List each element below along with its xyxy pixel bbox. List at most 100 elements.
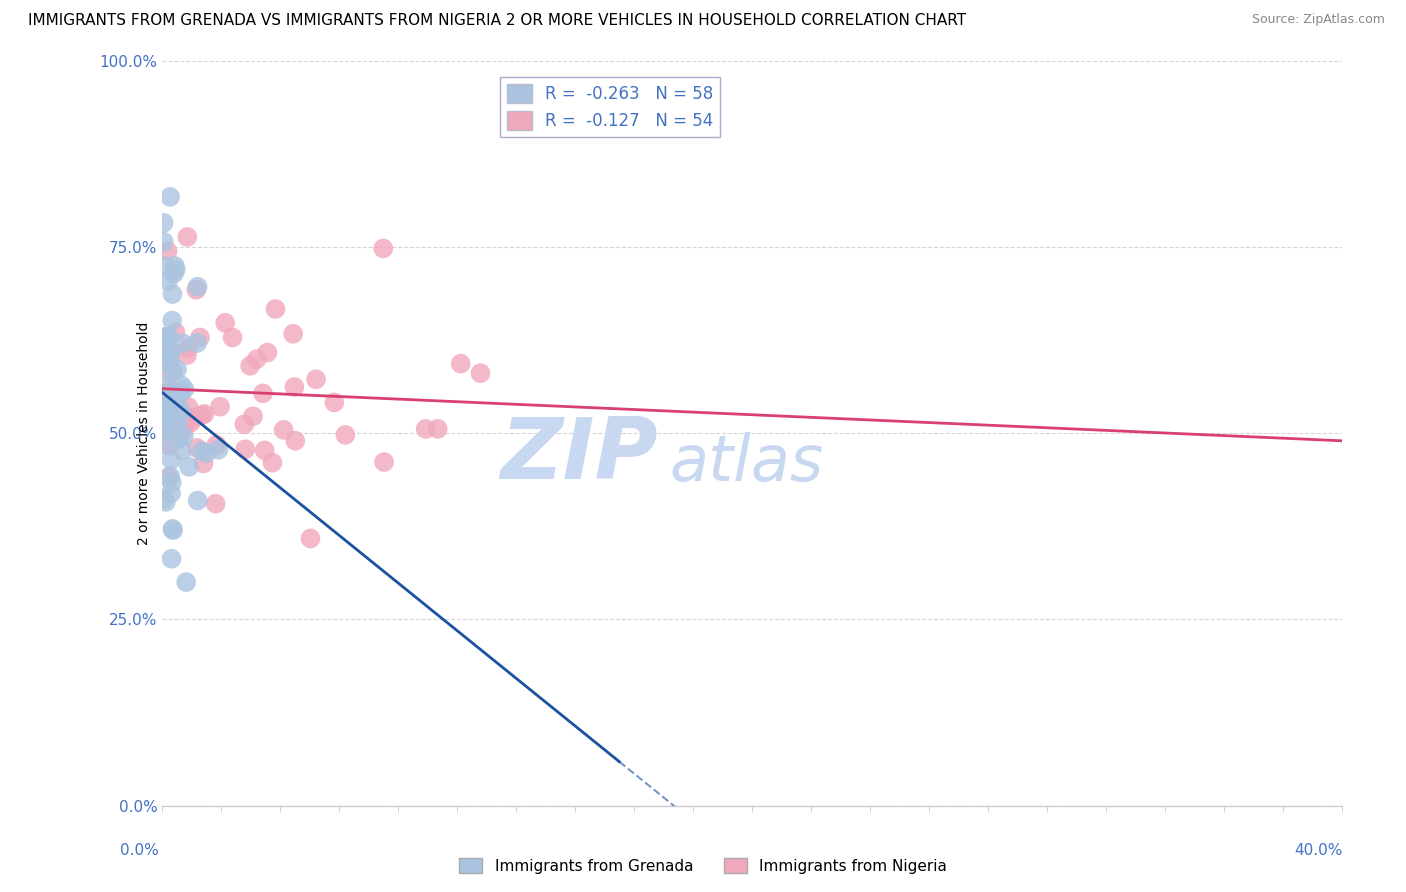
Point	[173, 422, 195, 436]
Legend: R =  -0.263   N = 58, R =  -0.127   N = 54: R = -0.263 N = 58, R = -0.127 N = 54	[501, 77, 720, 137]
Point	[187, 279, 209, 293]
Point	[188, 330, 211, 344]
Point	[252, 386, 274, 401]
Point	[170, 378, 193, 392]
Point	[176, 230, 198, 244]
Point	[299, 532, 322, 546]
Point	[166, 362, 188, 376]
Point	[193, 407, 215, 421]
Point	[167, 432, 190, 446]
Point	[214, 316, 236, 330]
Point	[187, 493, 209, 508]
Point	[155, 495, 177, 509]
Point	[155, 406, 177, 420]
Point	[173, 429, 195, 443]
Point	[173, 382, 195, 396]
Text: Source: ZipAtlas.com: Source: ZipAtlas.com	[1251, 13, 1385, 27]
Point	[152, 259, 174, 273]
Point	[156, 244, 179, 259]
Point	[273, 423, 295, 437]
Point	[284, 434, 307, 448]
Point	[157, 438, 180, 452]
Point	[209, 400, 232, 414]
Point	[283, 380, 305, 394]
Point	[162, 365, 184, 379]
Point	[162, 522, 184, 536]
Point	[163, 259, 186, 273]
Point	[163, 267, 186, 281]
Point	[177, 400, 200, 414]
Point	[186, 283, 208, 297]
Point	[167, 416, 190, 430]
Point	[160, 367, 183, 381]
Point	[373, 455, 395, 469]
Point	[152, 235, 174, 249]
Text: IMMIGRANTS FROM GRENADA VS IMMIGRANTS FROM NIGERIA 2 OR MORE VEHICLES IN HOUSEHO: IMMIGRANTS FROM GRENADA VS IMMIGRANTS FR…	[28, 13, 966, 29]
Point	[153, 421, 176, 435]
Point	[167, 399, 190, 413]
Point	[160, 475, 183, 490]
Point	[262, 456, 284, 470]
Point	[157, 354, 180, 368]
Point	[170, 405, 193, 419]
Point	[415, 422, 437, 436]
Point	[205, 438, 228, 452]
Point	[233, 417, 256, 432]
Point	[246, 352, 269, 367]
Point	[174, 575, 197, 590]
Point	[180, 416, 202, 430]
Point	[156, 424, 179, 438]
Point	[156, 398, 179, 412]
Point	[153, 406, 176, 420]
Point	[177, 341, 200, 355]
Point	[207, 442, 229, 457]
Point	[162, 422, 184, 436]
Point	[159, 348, 181, 362]
Point	[470, 366, 492, 380]
Point	[190, 408, 212, 422]
Point	[153, 386, 176, 401]
Point	[160, 343, 183, 358]
Point	[172, 336, 194, 351]
Point	[160, 551, 183, 566]
Point	[157, 340, 180, 354]
Point	[242, 409, 264, 424]
Point	[157, 400, 180, 414]
Point	[169, 386, 191, 401]
Point	[193, 457, 215, 471]
Point	[264, 301, 287, 316]
Point	[157, 409, 180, 423]
Point	[162, 523, 184, 537]
Text: ZIP: ZIP	[501, 414, 658, 497]
Text: 40.0%: 40.0%	[1295, 843, 1343, 858]
Point	[153, 348, 176, 362]
Point	[373, 242, 395, 256]
Point	[155, 379, 177, 393]
Point	[176, 348, 198, 362]
Legend: Immigrants from Grenada, Immigrants from Nigeria: Immigrants from Grenada, Immigrants from…	[453, 852, 953, 880]
Point	[221, 330, 243, 344]
Point	[162, 287, 184, 301]
Point	[450, 357, 472, 371]
Point	[159, 469, 181, 483]
Point	[157, 330, 180, 344]
Point	[190, 444, 212, 458]
Point	[239, 359, 262, 373]
Point	[153, 334, 176, 348]
Point	[152, 491, 174, 506]
Point	[186, 336, 208, 351]
Point	[172, 443, 194, 458]
Text: 0.0%: 0.0%	[120, 843, 159, 858]
Point	[157, 470, 180, 484]
Point	[426, 422, 449, 436]
Point	[159, 359, 181, 373]
Point	[195, 446, 218, 460]
Point	[283, 326, 305, 341]
Point	[335, 428, 357, 442]
Point	[155, 329, 177, 343]
Point	[174, 417, 197, 431]
Point	[256, 345, 278, 359]
Point	[160, 313, 183, 327]
Point	[305, 372, 328, 386]
Point	[152, 342, 174, 356]
